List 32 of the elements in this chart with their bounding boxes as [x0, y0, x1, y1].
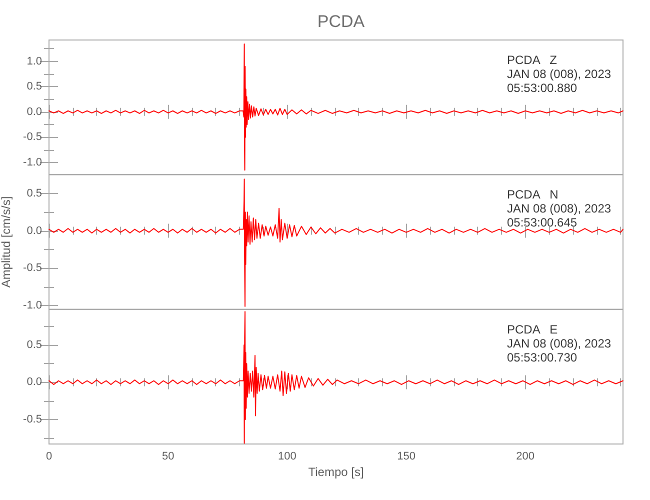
- annotation: PCDA Z: [507, 53, 558, 67]
- y-tick-label: 0.0: [26, 376, 42, 388]
- annotation: 05:53:00.880: [507, 81, 578, 95]
- x-axis-title: Tiempo [s]: [308, 465, 364, 479]
- y-tick-label: -0.5: [23, 413, 42, 426]
- x-tick-label: 0: [46, 450, 52, 462]
- annotation: JAN 08 (008), 2023: [507, 202, 612, 216]
- annotation: JAN 08 (008), 2023: [507, 336, 612, 350]
- annotation: PCDA E: [507, 322, 558, 336]
- annotation: PCDA N: [507, 188, 558, 202]
- x-tick-label: 150: [397, 450, 416, 462]
- y-tick-label: 0.0: [26, 106, 42, 118]
- line-series: [48, 44, 624, 171]
- annotation: JAN 08 (008), 2023: [507, 67, 612, 81]
- y-tick-label: -1.0: [23, 156, 42, 169]
- y-tick-label: 0.5: [26, 339, 42, 352]
- y-tick-label: -0.5: [23, 262, 42, 274]
- y-tick-label: -0.5: [23, 131, 42, 144]
- annotation: 05:53:00.645: [507, 216, 578, 230]
- x-tick-label: 50: [162, 450, 174, 462]
- y-tick-label: 0.0: [26, 224, 42, 237]
- y-tick-label: 0.5: [26, 80, 42, 93]
- y-axis-title: Amplitud [cm/s/s]: [0, 196, 14, 288]
- x-tick-label: 200: [516, 450, 535, 462]
- y-tick-label: 0.5: [26, 187, 42, 200]
- chart-title: PCDA: [317, 12, 366, 31]
- x-tick-label: 100: [278, 450, 296, 462]
- y-tick-label: -1.0: [23, 300, 42, 312]
- y-tick-label: 1.0: [26, 55, 42, 68]
- annotation: 05:53:00.730: [507, 350, 578, 364]
- line-series: [48, 178, 624, 307]
- line-series: [48, 311, 624, 444]
